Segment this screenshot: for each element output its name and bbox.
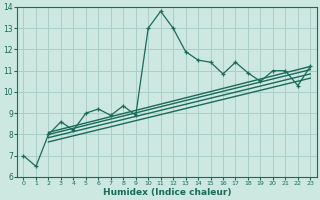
X-axis label: Humidex (Indice chaleur): Humidex (Indice chaleur) (103, 188, 231, 197)
